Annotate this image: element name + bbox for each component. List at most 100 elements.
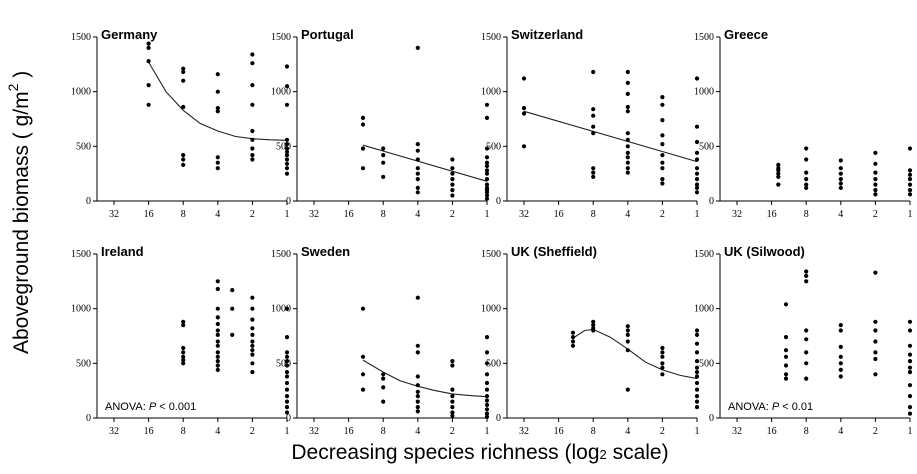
data-point (484, 115, 490, 120)
x-tick-label: 16 (767, 426, 777, 437)
data-point (284, 380, 290, 386)
data-point (181, 153, 186, 158)
x-tick-label: 16 (144, 426, 154, 437)
x-tick-label: 32 (309, 209, 319, 220)
data-point (694, 394, 700, 399)
x-tick-label: 4 (215, 426, 220, 437)
data-point (381, 385, 386, 390)
data-point (381, 372, 386, 377)
fit-curve (148, 61, 288, 141)
data-point (381, 376, 386, 381)
data-point (215, 89, 220, 94)
data-point (907, 405, 913, 410)
panel-title: Greece (724, 27, 768, 42)
data-point (215, 367, 220, 372)
data-point (625, 387, 630, 392)
data-point (360, 166, 366, 171)
data-point (591, 170, 596, 175)
x-tick-label: 2 (250, 426, 255, 437)
y-tick-label: 0 (286, 196, 291, 207)
data-point (521, 111, 527, 116)
data-point (284, 171, 290, 176)
data-point (250, 306, 255, 311)
data-point (284, 370, 290, 375)
data-point (250, 83, 255, 88)
data-point (415, 185, 420, 190)
data-point (694, 157, 700, 162)
data-point (660, 142, 665, 147)
y-tick-label: 1500 (71, 32, 91, 43)
data-point (250, 52, 255, 57)
data-point (625, 324, 630, 329)
data-point (215, 332, 220, 337)
x-tick-label: 16 (144, 209, 154, 220)
y-tick-label: 1000 (271, 87, 291, 98)
data-point (484, 411, 490, 416)
data-point (250, 146, 255, 151)
y-tick-label: 1500 (481, 249, 501, 260)
data-point (181, 319, 186, 324)
data-point (450, 363, 455, 368)
data-point (415, 409, 420, 414)
data-point (250, 339, 255, 344)
data-point (415, 389, 420, 394)
data-point (450, 359, 455, 364)
data-point (181, 104, 186, 110)
data-point (415, 295, 420, 300)
data-point (591, 107, 596, 112)
data-point (804, 279, 809, 284)
data-point (484, 361, 490, 366)
data-point (181, 69, 186, 75)
data-point (625, 104, 630, 110)
data-point (484, 335, 490, 340)
data-point (694, 185, 700, 190)
y-tick-label: 1500 (271, 32, 291, 43)
data-point (450, 410, 455, 415)
data-point (907, 370, 913, 375)
data-point (591, 69, 596, 75)
x-tick-label: 4 (625, 426, 630, 437)
data-point (873, 270, 878, 275)
x-axis-label: Decreasing species richness (log2 scale) (200, 441, 760, 465)
x-axis-label-subscript: 2 (599, 447, 607, 462)
x-tick-label: 4 (215, 209, 220, 220)
data-point (484, 380, 490, 386)
x-tick-label: 32 (519, 426, 529, 437)
data-point (415, 171, 420, 176)
y-tick-label: 1000 (271, 304, 291, 315)
data-point (360, 122, 366, 127)
data-point (284, 410, 290, 415)
data-point (783, 302, 789, 307)
y-tick-label: 1000 (694, 87, 714, 98)
data-point (694, 399, 700, 404)
data-point (873, 372, 878, 377)
data-point (776, 171, 781, 176)
data-point (694, 190, 700, 195)
data-point (230, 306, 235, 311)
x-tick-label: 1 (485, 426, 490, 437)
data-point (284, 363, 290, 368)
x-tick-label: 1 (285, 209, 290, 220)
data-point (660, 345, 665, 351)
data-point (484, 402, 490, 407)
y-tick-label: 0 (709, 196, 714, 207)
data-point (284, 350, 290, 355)
data-point (625, 170, 630, 175)
data-point (694, 182, 700, 187)
x-tick-label: 32 (109, 209, 119, 220)
data-point (625, 144, 630, 149)
data-point (381, 160, 386, 165)
data-point (907, 365, 913, 370)
data-point (484, 155, 490, 160)
data-point (450, 399, 455, 404)
data-point (215, 279, 220, 284)
data-point (783, 348, 789, 353)
y-tick-label: 1500 (694, 249, 714, 260)
fit-curve (362, 144, 488, 182)
data-point (181, 358, 186, 363)
data-point (484, 163, 490, 169)
data-point (484, 102, 490, 107)
data-point (591, 174, 596, 179)
data-point (450, 193, 455, 198)
